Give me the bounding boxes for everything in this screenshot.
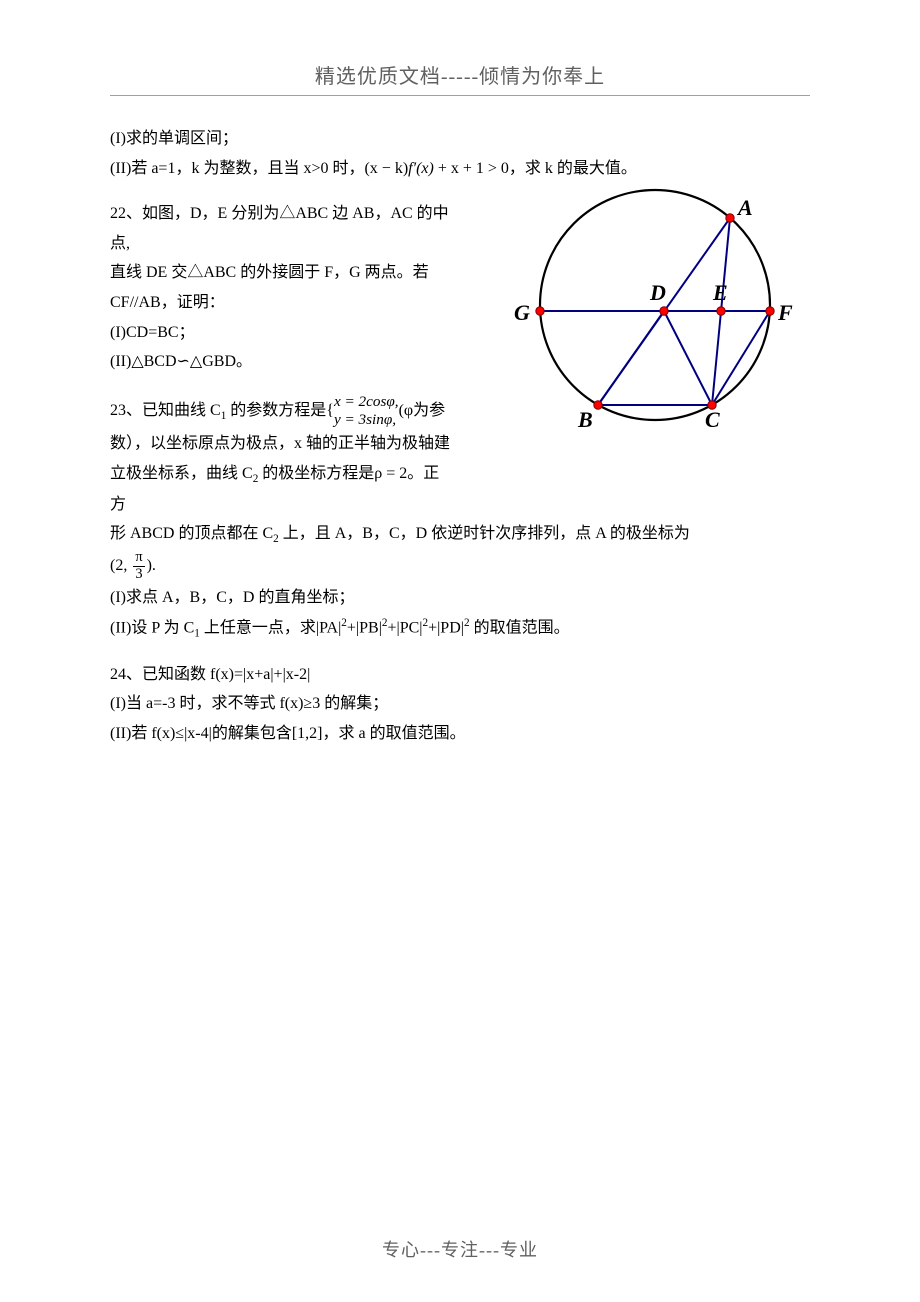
q23-l1-prefix: 23、已知曲线 C [110,402,221,419]
q24-l2: (I)当 a=-3 时，求不等式 f(x)≥3 的解集； [110,689,810,719]
q23-l3-prefix: 立极坐标系，曲线 C [110,465,253,482]
q22-l3: CF//AB，证明： [110,288,450,318]
q23-param-y: y = 3sinφ, [334,411,399,429]
q23-l7-c: +|PC| [387,619,422,636]
svg-text:D: D [649,280,666,305]
page-footer: 专心---专注---专业 [0,1236,920,1262]
q23-l4-mid: 上，且 A，B，C，D 依逆时针次序排列，点 A 的极坐标为 [279,525,690,542]
svg-text:A: A [736,195,753,220]
question-22: 22、如图，D，E 分别为△ABC 边 AB，AC 的中点, 直线 DE 交△A… [110,199,450,377]
svg-text:B: B [577,407,593,432]
q23-l4-prefix: 形 ABCD 的顶点都在 C [110,525,273,542]
q23-l1: 23、已知曲线 C1 的参数方程是{x = 2cosφ,y = 3sinφ,(φ… [110,393,450,429]
q23-l1-suffix: (φ为参 [399,402,446,419]
q23-param-x: x = 2cosφ, [334,393,399,411]
q24-l1: 24、已知函数 f(x)=|x+a|+|x-2| [110,660,810,690]
svg-text:F: F [777,300,793,325]
q23-l5-suffix: ). [147,557,156,574]
q23-l4: 形 ABCD 的顶点都在 C2 上，且 A，B，C，D 依逆时针次序排列，点 A… [110,519,810,550]
q23-l7-b: +|PB| [347,619,382,636]
q23-param-brace: x = 2cosφ,y = 3sinφ, [334,393,399,429]
q23-l5: (2, π3). [110,550,810,583]
q22-l2: 直线 DE 交△ABC 的外接圆于 F，G 两点。若 [110,258,450,288]
svg-text:G: G [514,300,530,325]
q23-l3: 立极坐标系，曲线 C2 的极坐标方程是ρ = 2。正方 [110,459,450,520]
svg-text:E: E [712,280,728,305]
q23-l7-mid: 上任意一点，求|PA| [200,619,341,636]
q23-l2: 数），以坐标原点为极点，x 轴的正半轴为极轴建 [110,429,450,459]
q24-l3: (II)若 f(x)≤|x-4|的解集包含[1,2]，求 a 的取值范围。 [110,719,810,749]
q23-frac-den: 3 [133,567,144,583]
q22-l4: (I)CD=BC； [110,318,450,348]
q23-l5-prefix: (2, [110,557,131,574]
q23-l6: (I)求点 A，B，C，D 的直角坐标； [110,583,810,613]
q22-l1: 22、如图，D，E 分别为△ABC 边 AB，AC 的中点, [110,199,450,258]
q23-frac-num: π [133,550,144,567]
q23-l1-mid: 的参数方程是{ [226,402,334,419]
q23-l7-d: +|PD| [428,619,464,636]
q21-part1: (I)求的单调区间； [110,124,810,154]
q21-p2-prefix: (II)若 a=1，k 为整数，且当 x>0 时，(x − k) [110,160,408,177]
q23-frac: π3 [133,550,144,583]
q22-l5: (II)△BCD∽△GBD。 [110,347,450,377]
question-24: 24、已知函数 f(x)=|x+a|+|x-2| (I)当 a=-3 时，求不等… [110,660,810,749]
page-header: 精选优质文档-----倾情为你奉上 [110,60,810,96]
q21-fprime: f′(x) [408,160,434,177]
q23-l7-prefix: (II)设 P 为 C [110,619,194,636]
q23-l7-suffix: 的取值范围。 [470,619,570,636]
q23-l7: (II)设 P 为 C1 上任意一点，求|PA|2+|PB|2+|PC|2+|P… [110,613,810,644]
svg-text:C: C [705,407,720,432]
geometry-diagram: A B C D E F G [500,175,810,435]
